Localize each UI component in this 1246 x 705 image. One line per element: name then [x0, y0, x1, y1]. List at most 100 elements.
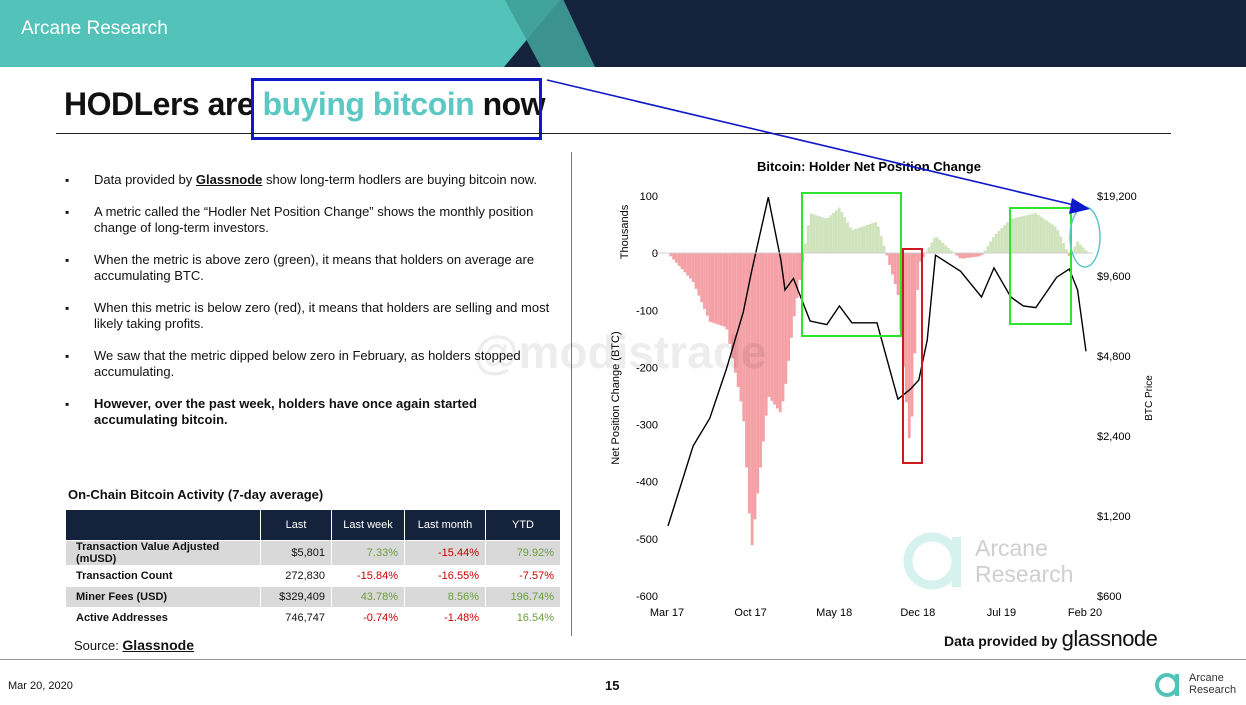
net-position-bar	[792, 253, 796, 317]
net-position-bar	[826, 217, 830, 254]
net-position-bar	[776, 253, 779, 409]
chart-logo: Arcane Research	[903, 532, 1073, 590]
net-position-bar	[1025, 215, 1029, 254]
table-row: Miner Fees (USD) $329,409 43.78% 8.56% 1…	[65, 586, 561, 608]
net-position-bar	[874, 222, 877, 254]
net-position-bar	[770, 253, 774, 401]
table-cell: $5,801	[260, 540, 332, 566]
net-position-bar	[882, 245, 886, 254]
net-position-bar	[1045, 220, 1049, 254]
bullet-text: Data provided by	[94, 172, 196, 187]
net-position-bar	[958, 253, 962, 259]
right-tick-label: $9,600	[1097, 271, 1131, 283]
net-position-bar	[778, 253, 782, 413]
net-position-bar	[916, 253, 920, 290]
brand-name: Arcane Research	[21, 18, 168, 39]
footer-logo-line: Arcane	[1189, 672, 1224, 684]
net-position-bar	[708, 253, 712, 322]
net-position-bar	[784, 253, 788, 384]
net-position-bar	[919, 253, 922, 262]
table-cell: Miner Fees (USD)	[65, 586, 261, 608]
left-tick-label: -200	[636, 362, 658, 374]
data-provider-credit: Data provided by glassnode	[944, 626, 1158, 652]
net-position-bar	[969, 253, 973, 258]
net-position-bar	[837, 207, 841, 254]
onchain-activity-table: Last Last week Last month YTD Transactio…	[65, 509, 561, 629]
table-cell: -15.44%	[404, 540, 486, 566]
bullet-item: A metric called the “Hodler Net Position…	[65, 204, 555, 236]
net-position-bar	[672, 253, 676, 260]
x-tick-label: Jul 19	[987, 607, 1016, 619]
net-position-bar	[975, 253, 978, 257]
net-position-bar	[862, 226, 866, 254]
net-position-bar	[815, 215, 819, 254]
table-header-cell: Last week	[331, 509, 405, 541]
bullet-item: Data provided by Glassnode show long-ter…	[65, 172, 555, 188]
bullet-item: However, over the past week, holders hav…	[65, 396, 555, 428]
net-position-bar	[1059, 236, 1063, 254]
chart-logo-text: Research	[975, 561, 1073, 587]
glassnode-link[interactable]: Glassnode	[195, 172, 263, 187]
bullet-text: However, over the past week, holders hav…	[94, 396, 477, 427]
net-position-bar	[966, 253, 970, 258]
data-provided-by-text: Data provided by	[944, 633, 1058, 649]
net-position-bar	[1034, 213, 1037, 254]
footer-date: Mar 20, 2020	[8, 680, 73, 692]
right-tick-label: $2,400	[1097, 431, 1131, 443]
glassnode-logo: glassnode	[1061, 626, 1158, 651]
net-position-bar	[753, 253, 757, 520]
net-position-bar	[986, 245, 990, 254]
right-tick-label: $4,800	[1097, 351, 1131, 363]
net-position-bar	[719, 253, 723, 326]
net-position-bar	[764, 253, 768, 416]
net-position-bar	[804, 243, 807, 254]
net-position-bar	[1039, 216, 1043, 254]
chart-logo-icon	[903, 532, 961, 590]
left-tick-label: -600	[636, 591, 658, 603]
footer-logo-text: Arcane Research	[1189, 672, 1236, 696]
table-row: Transaction Value Adjusted (mUSD) $5,801…	[65, 540, 561, 566]
x-tick-label: Feb 20	[1068, 607, 1102, 619]
net-position-bar	[865, 225, 869, 254]
net-position-bar	[691, 253, 695, 283]
left-tick-label: -100	[636, 305, 658, 317]
net-position-bar	[773, 253, 777, 405]
table-header-cell: Last month	[404, 509, 486, 541]
net-position-bar	[798, 253, 802, 280]
net-position-bar	[935, 237, 939, 254]
source-link[interactable]: Glassnode	[122, 637, 195, 653]
net-position-bar	[761, 253, 765, 442]
net-position-bar	[795, 253, 799, 299]
right-axis-ticks: $19,200 $9,600 $4,800 $2,400 $1,200 $600	[1097, 191, 1137, 603]
net-position-bar	[725, 253, 729, 330]
net-position-bar	[739, 253, 743, 402]
net-position-bar	[1036, 214, 1040, 254]
table-cell: 196.74%	[485, 586, 561, 608]
net-position-bar	[700, 253, 704, 303]
net-position-bar	[694, 253, 698, 289]
footer-logo-line: Research	[1189, 684, 1237, 696]
x-axis-ticks: Mar 17 Oct 17 May 18 Dec 18 Jul 19 Feb 20	[650, 607, 1102, 619]
green-highlight-box	[801, 192, 902, 337]
net-position-bar	[1028, 214, 1032, 254]
net-position-bar	[871, 223, 875, 254]
net-position-bar	[927, 247, 931, 254]
net-position-bar	[846, 222, 849, 254]
net-position-bar	[860, 226, 863, 254]
net-position-bar	[714, 253, 718, 324]
net-position-bar	[818, 216, 821, 254]
net-position-bar	[930, 242, 934, 254]
net-position-bar	[703, 253, 706, 309]
net-position-bar	[983, 250, 987, 254]
x-tick-label: Mar 17	[650, 607, 684, 619]
title-part-3: now	[474, 86, 546, 122]
bullet-text: When this metric is below zero (red), it…	[94, 300, 550, 331]
net-position-bar	[980, 253, 984, 255]
net-position-bar	[888, 253, 892, 265]
net-position-bar	[675, 253, 678, 263]
net-position-bar	[750, 253, 754, 546]
table-cell: Transaction Value Adjusted (mUSD)	[65, 540, 261, 566]
net-position-bar	[1048, 222, 1051, 254]
net-position-bar	[1031, 213, 1035, 254]
